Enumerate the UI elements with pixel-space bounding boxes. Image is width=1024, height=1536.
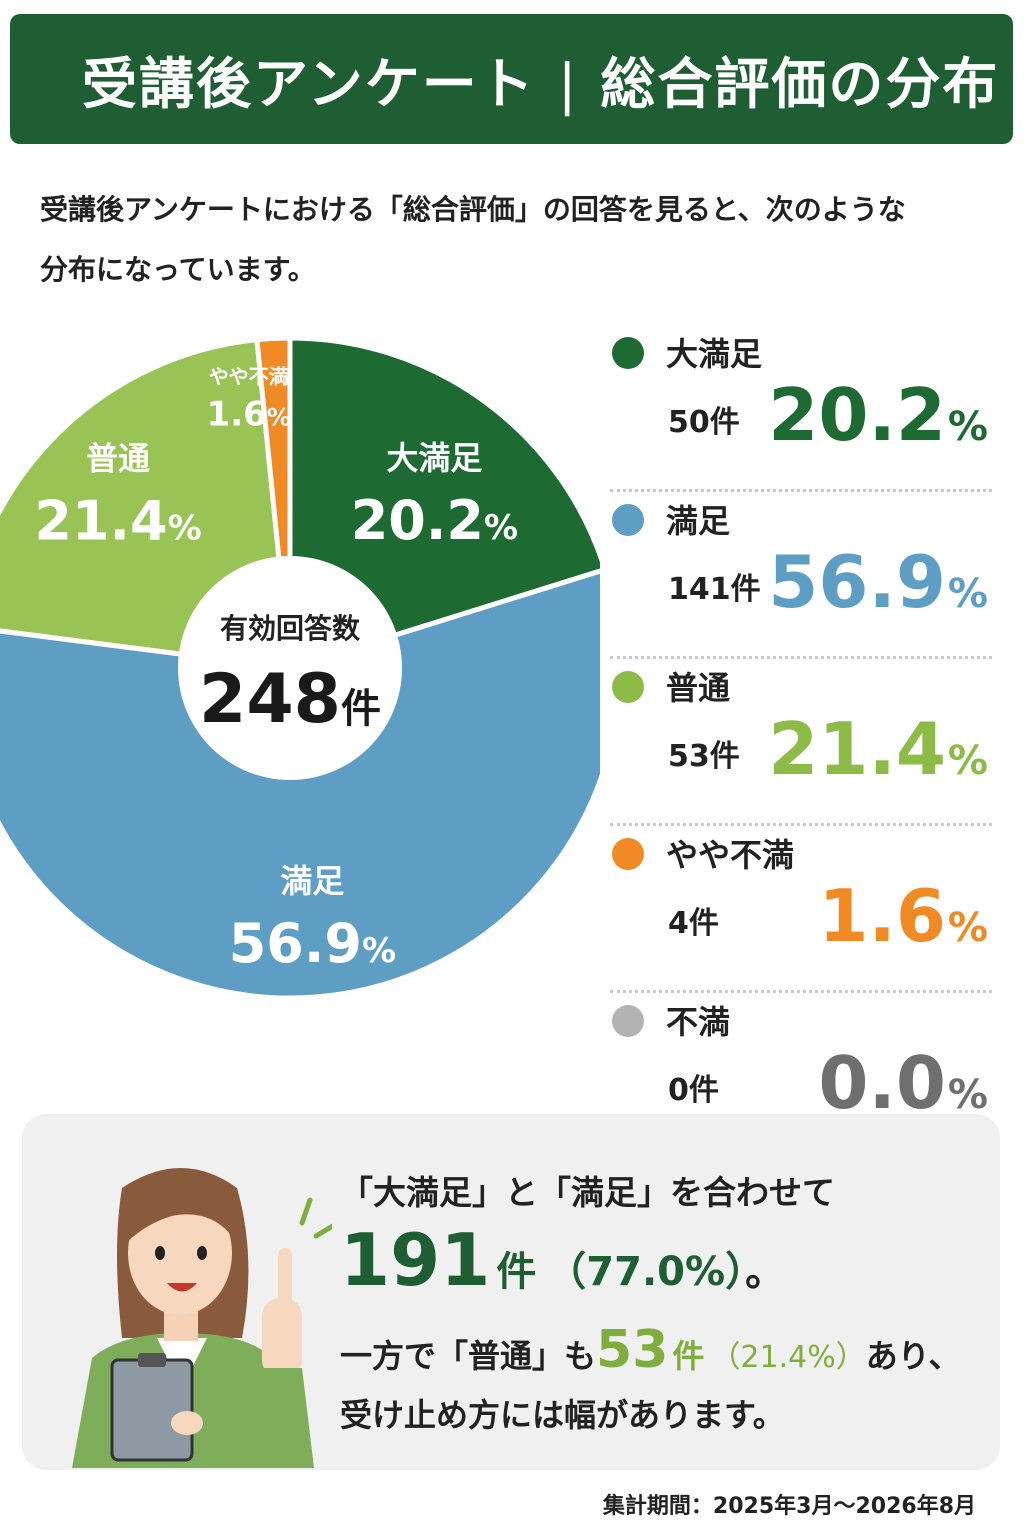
legend-dot-icon — [612, 838, 644, 870]
intro-line-2: 分布になっています。 — [40, 253, 316, 286]
intro-line-1: 受講後アンケートにおける「総合評価」の回答を見ると、次のような — [40, 193, 906, 226]
legend-label: 満足 — [666, 502, 731, 540]
pie-label-1: 満足 — [280, 862, 344, 900]
title-left: 受講後アンケート — [82, 52, 536, 116]
summary-total-unit: 件 — [496, 1249, 537, 1295]
pie-slice-0 — [287, 335, 600, 672]
title-right: 総合評価の分布 — [600, 52, 1000, 116]
summary-line-3-pre: 一方で「普通」も — [340, 1337, 597, 1375]
pie-slice-1 — [0, 568, 600, 1001]
center-value: 248件 — [199, 660, 381, 739]
legend-label: 大満足 — [666, 335, 763, 373]
legend-count: 141件 — [668, 572, 761, 607]
legend-dot-icon — [612, 504, 644, 536]
legend-count: 53件 — [668, 739, 740, 774]
legend-percent: 1.6% — [818, 874, 988, 958]
summary-mid-unit: 件 — [672, 1337, 705, 1375]
header-banner: 受講後アンケート | 総合評価の分布 — [10, 14, 1013, 144]
pie-value-2: 21.4% — [34, 490, 201, 553]
pie-chart: 大満足 20.2% 満足 56.9% 普通 21.4% やや不満 1.6% 有効回答数 248件 — [0, 335, 600, 1001]
intro-text: 受講後アンケートにおける「総合評価」の回答を見ると、次のような 分布になっていま… — [40, 180, 990, 300]
chart-legend: 大満足 50件 20.2% 満足 141件 56.9% 普通 53件 21.4% やや不満 4件 1.… — [610, 325, 992, 1160]
legend-dot-icon — [612, 1005, 644, 1037]
legend-item-0: 大満足 50件 20.2% — [610, 325, 992, 492]
page-title: 受講後アンケート | 総合評価の分布 — [82, 39, 999, 119]
legend-label: 不満 — [666, 1003, 731, 1041]
presenter-illustration — [72, 1168, 332, 1468]
legend-percent: 0.0% — [818, 1041, 988, 1125]
pie-label-0: 大満足 — [386, 439, 482, 477]
summary-mid-percent: （21.4%） — [710, 1340, 866, 1375]
summary-mid-count: 53 — [596, 1320, 669, 1380]
summary-total-end: 。 — [745, 1249, 786, 1295]
title-separator: | — [557, 52, 579, 116]
legend-percent: 21.4% — [768, 707, 988, 791]
pie-label-3: やや不満 — [209, 364, 289, 388]
legend-item-4: 不満 0件 0.0% — [610, 993, 992, 1160]
pie-center-hole — [178, 556, 402, 780]
legend-item-3: やや不満 4件 1.6% — [610, 826, 992, 993]
legend-dot-icon — [612, 671, 644, 703]
summary-total-count: 191 — [340, 1218, 491, 1302]
legend-count: 0件 — [668, 1073, 719, 1108]
legend-item-1: 満足 141件 56.9% — [610, 492, 992, 659]
legend-count: 50件 — [668, 405, 740, 440]
pie-label-2: 普通 — [86, 440, 150, 478]
summary-total-percent: （77.0%） — [546, 1249, 746, 1295]
pie-value-1: 56.9% — [229, 912, 396, 975]
legend-label: やや不満 — [666, 836, 795, 874]
summary-line-4: 受け止め方には幅があります。 — [340, 1396, 785, 1434]
legend-item-2: 普通 53件 21.4% — [610, 659, 992, 826]
center-label: 有効回答数 — [220, 612, 361, 645]
summary-box: 「大満足」と「満足」を合わせて 191 件（77.0%）。 一方で「普通」も53 件… — [22, 1114, 1000, 1470]
legend-count: 4件 — [668, 906, 719, 941]
legend-label: 普通 — [666, 669, 731, 707]
legend-percent: 20.2% — [768, 373, 988, 457]
pie-value-0: 20.2% — [351, 489, 518, 552]
aggregation-period: 集計期間：2025年3月〜2026年8月 — [602, 1494, 976, 1519]
summary-line-3: 一方で「普通」も53 件（21.4%）あり、 — [340, 1320, 960, 1380]
legend-dot-icon — [612, 337, 644, 369]
pie-value-3: 1.6% — [207, 394, 291, 434]
legend-percent: 56.9% — [768, 540, 988, 624]
summary-total: 191 件（77.0%）。 — [340, 1218, 785, 1302]
summary-line-3-post: あり、 — [865, 1337, 961, 1375]
summary-line-1: 「大満足」と「満足」を合わせて — [340, 1173, 835, 1212]
